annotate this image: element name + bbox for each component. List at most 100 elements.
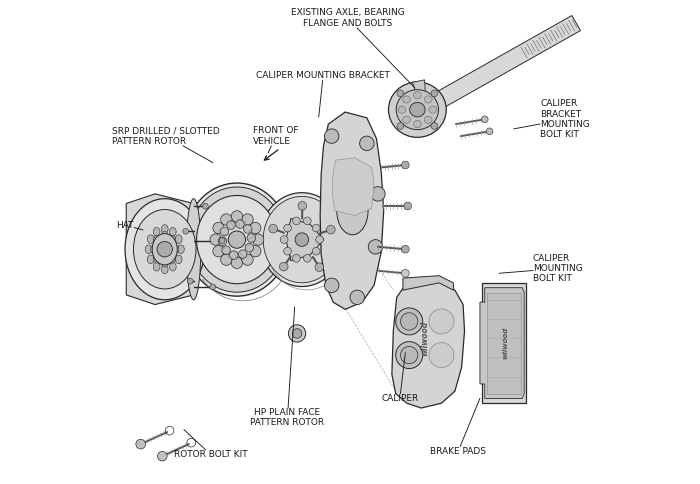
Circle shape <box>404 202 412 210</box>
Circle shape <box>312 247 320 255</box>
Circle shape <box>325 278 339 292</box>
Ellipse shape <box>172 245 179 254</box>
Circle shape <box>395 308 423 335</box>
Circle shape <box>295 233 309 246</box>
Circle shape <box>304 217 312 225</box>
Ellipse shape <box>337 187 368 235</box>
Ellipse shape <box>402 96 410 103</box>
Text: CALIPER MOUNTING BRACKET: CALIPER MOUNTING BRACKET <box>256 72 390 117</box>
Circle shape <box>235 233 241 239</box>
Circle shape <box>183 228 188 234</box>
Text: BRAKE PADS: BRAKE PADS <box>430 398 486 455</box>
Circle shape <box>231 234 237 240</box>
Ellipse shape <box>186 183 288 296</box>
Circle shape <box>241 254 253 265</box>
Text: FRONT OF
VEHICLE: FRONT OF VEHICLE <box>253 126 298 153</box>
Circle shape <box>237 237 244 242</box>
Circle shape <box>402 245 409 253</box>
Text: HAT: HAT <box>117 221 143 230</box>
Ellipse shape <box>398 106 406 113</box>
Polygon shape <box>487 292 521 393</box>
Polygon shape <box>482 283 526 403</box>
Ellipse shape <box>169 235 176 244</box>
Polygon shape <box>403 276 454 290</box>
Ellipse shape <box>189 187 285 292</box>
Polygon shape <box>412 80 426 115</box>
Ellipse shape <box>134 210 196 289</box>
Ellipse shape <box>154 235 160 244</box>
Circle shape <box>280 236 288 243</box>
Circle shape <box>213 245 224 257</box>
Text: ROTOR BOLT KIT: ROTOR BOLT KIT <box>174 430 247 459</box>
Circle shape <box>269 225 277 233</box>
Ellipse shape <box>145 245 152 254</box>
Text: CALIPER
BRACKET
MOUNTING
BOLT KIT: CALIPER BRACKET MOUNTING BOLT KIT <box>514 99 590 139</box>
Ellipse shape <box>396 90 438 130</box>
Circle shape <box>395 342 423 368</box>
Circle shape <box>253 234 264 245</box>
Ellipse shape <box>178 245 184 254</box>
Ellipse shape <box>260 193 344 287</box>
Circle shape <box>245 243 253 252</box>
Ellipse shape <box>176 255 182 264</box>
Ellipse shape <box>162 265 168 274</box>
Circle shape <box>158 452 167 461</box>
Circle shape <box>236 220 244 228</box>
Ellipse shape <box>162 258 168 267</box>
Circle shape <box>402 161 409 169</box>
Ellipse shape <box>424 96 432 103</box>
Circle shape <box>231 239 237 245</box>
Circle shape <box>202 203 209 209</box>
Circle shape <box>431 90 438 97</box>
Circle shape <box>298 201 307 210</box>
Circle shape <box>220 227 229 236</box>
Ellipse shape <box>410 103 425 117</box>
Polygon shape <box>392 278 465 408</box>
Circle shape <box>231 211 243 222</box>
Circle shape <box>241 214 253 225</box>
Ellipse shape <box>186 199 201 300</box>
Ellipse shape <box>125 199 204 300</box>
Ellipse shape <box>154 255 160 263</box>
Circle shape <box>288 325 306 342</box>
Circle shape <box>316 236 323 243</box>
Circle shape <box>429 343 454 368</box>
Ellipse shape <box>263 197 341 283</box>
Circle shape <box>431 122 438 129</box>
Ellipse shape <box>402 116 410 123</box>
Circle shape <box>222 246 230 255</box>
Circle shape <box>325 129 339 143</box>
Text: CALIPER: CALIPER <box>382 353 419 403</box>
Ellipse shape <box>152 234 177 265</box>
Text: SRP DRILLED / SLOTTED
PATTERN ROTOR: SRP DRILLED / SLOTTED PATTERN ROTOR <box>112 126 220 163</box>
Circle shape <box>315 263 323 272</box>
Ellipse shape <box>169 255 176 263</box>
Circle shape <box>312 224 320 232</box>
Text: wilwood: wilwood <box>502 327 508 359</box>
Polygon shape <box>423 15 580 115</box>
Ellipse shape <box>424 116 432 123</box>
Polygon shape <box>230 232 244 247</box>
Circle shape <box>397 122 404 129</box>
Ellipse shape <box>414 121 421 128</box>
Circle shape <box>210 284 216 290</box>
Circle shape <box>429 309 454 334</box>
Ellipse shape <box>169 262 176 271</box>
Circle shape <box>136 439 146 449</box>
Circle shape <box>284 247 291 255</box>
Circle shape <box>250 222 261 234</box>
Ellipse shape <box>150 245 158 254</box>
Circle shape <box>371 187 385 201</box>
Ellipse shape <box>429 106 437 113</box>
Ellipse shape <box>414 91 421 99</box>
Circle shape <box>482 116 488 122</box>
Circle shape <box>227 221 235 229</box>
Polygon shape <box>126 194 194 304</box>
Circle shape <box>210 234 221 245</box>
Circle shape <box>400 347 418 364</box>
Circle shape <box>293 255 300 262</box>
Circle shape <box>368 240 383 254</box>
Circle shape <box>235 241 241 246</box>
Ellipse shape <box>162 225 168 233</box>
Circle shape <box>239 250 247 258</box>
